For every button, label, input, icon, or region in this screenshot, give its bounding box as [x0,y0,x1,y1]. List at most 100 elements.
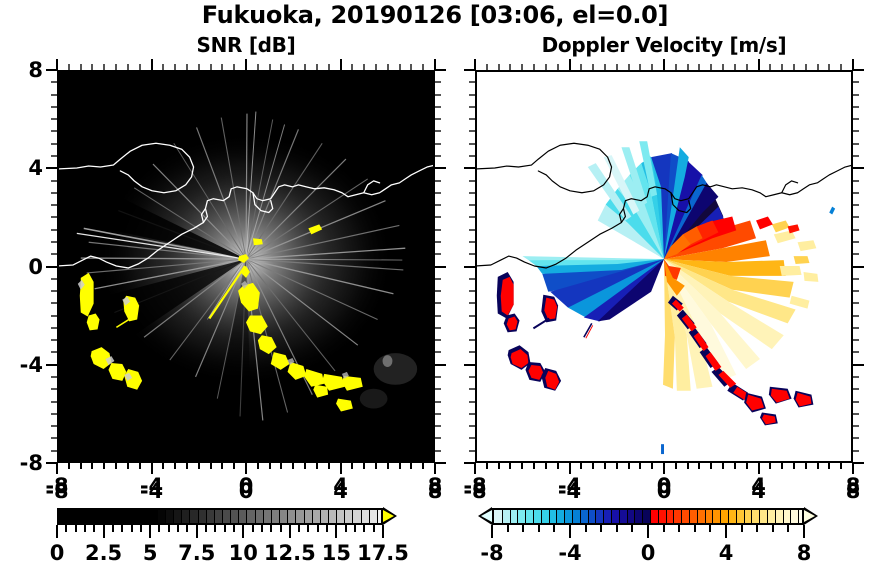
colorbar-segment [238,510,248,523]
colorbar-segment [494,510,503,523]
snr-colorbar-tick-minor [344,525,347,532]
doppler-ytick-minor [469,302,475,305]
doppler-colorbar[interactable] [478,507,818,525]
doppler-xtick-minor [497,463,500,469]
snr-colorbar-tick-major [382,525,384,538]
snr-ytick-minor-right [435,351,441,354]
doppler-xtick-label: 8 [845,479,861,503]
colorbar-segment [116,510,125,523]
colorbar-segment [336,510,345,523]
snr-colorbar-tick-minor [65,525,68,532]
colorbar-segment [197,510,207,523]
doppler-colorbar-tick-minor [740,525,743,532]
snr-ytick-major [46,462,57,464]
colorbar-separator [501,510,503,523]
snr-colorbar-bottom-label: 10 [228,541,258,565]
doppler-ytick-major-right [853,69,864,71]
snr-xtick-minor [138,463,141,469]
snr-xtick-major [150,463,153,474]
doppler-colorbar-tick-minor [662,525,665,532]
snr-colorbar-tick-minor [298,525,301,532]
snr-xtick-minor-top [422,64,425,70]
colorbar-segment [790,510,799,523]
snr-ytick-major-right [435,69,446,71]
colorbar-segment [140,510,150,523]
doppler-xtick-minor [533,463,536,469]
snr-colorbar-tick-major [242,525,245,538]
doppler-xtick-minor [521,463,524,469]
snr-xtick-minor [103,463,106,469]
colorbar-segment [540,510,550,523]
doppler-colorbar-bottom-label: 8 [796,541,812,565]
colorbar-separator [205,510,207,523]
colorbar-segment [509,510,518,523]
snr-colorbar-tick-minor [354,525,357,532]
snr-ytick-minor [51,314,57,317]
snr-xtick-minor [185,463,188,469]
doppler-ytick-minor [469,93,475,96]
doppler-ytick-minor [469,449,475,452]
snr-ytick-major [46,167,57,170]
doppler-ytick-major [464,265,475,268]
doppler-ytick-minor-right [853,228,859,231]
colorbar-separator [352,510,354,523]
doppler-xtick-minor-top [615,64,618,70]
snr-xtick-minor-top [209,64,212,70]
colorbar-segment [254,510,264,523]
snr-colorbar-top-label: 4 [333,474,348,498]
snr-ytick-minor-right [435,142,441,145]
doppler-xtick-minor-top [674,64,677,70]
colorbar-over-arrow-fill [804,510,815,522]
snr-ytick-minor-right [435,253,441,256]
doppler-xtick-minor [792,463,795,469]
colorbar-segment [262,510,272,523]
doppler-ytick-minor-right [853,302,859,305]
doppler-xtick-minor-top [497,64,500,70]
colorbar-separator [230,510,232,523]
doppler-ytick-minor [469,437,475,440]
colorbar-segment [548,510,557,523]
doppler-colorbar-tick-minor [771,525,774,532]
doppler-xtick-minor-top [828,64,831,70]
colorbar-separator [696,510,698,523]
colorbar-over-arrow-fill [383,510,394,522]
colorbar-separator [75,510,77,523]
snr-colorbar[interactable] [57,507,397,525]
snr-ytick-minor [51,118,57,121]
snr-xtick-label: -8 [45,479,69,503]
doppler-colorbar-top-label: -4 [557,474,582,498]
snr-xtick-minor-top [138,64,141,70]
colorbar-separator [270,510,272,523]
colorbar-separator [140,510,142,523]
doppler-ytick-minor [469,425,475,428]
snr-xtick-minor [91,463,94,469]
doppler-xtick-minor [674,463,677,469]
doppler-ytick-minor-right [853,118,859,121]
colorbar-separator [642,510,644,523]
snr-ytick-minor [51,290,57,293]
colorbar-segment [556,510,565,523]
colorbar-separator [319,510,321,523]
snr-ytick-minor-right [435,228,441,231]
doppler-xtick-major-top [474,59,476,70]
doppler-ytick-minor [469,228,475,231]
snr-xtick-minor-top [174,64,177,70]
doppler-colorbar-tick-minor [506,525,509,532]
doppler-xtick-minor-top [840,64,843,70]
colorbar-separator [712,510,714,523]
colorbar-separator [360,510,362,523]
snr-colorbar-tick-minor [316,525,319,532]
doppler-ytick-minor [469,154,475,157]
doppler-ytick-major [464,363,475,366]
snr-colorbar-top-label: 0 [238,474,254,498]
colorbar-separator [148,510,150,523]
colorbar-segment [270,510,280,523]
doppler-ytick-minor-right [853,326,859,329]
snr-ytick-major [46,265,57,268]
snr-ytick-minor [51,240,57,243]
snr-colorbar-tick-minor [372,525,375,532]
figure-suptitle: Fukuoka, 20190126 [03:06, el=0.0] [201,1,669,29]
colorbar-separator [124,510,126,523]
doppler-plot-area [475,70,853,463]
snr-ytick-minor [51,277,57,280]
